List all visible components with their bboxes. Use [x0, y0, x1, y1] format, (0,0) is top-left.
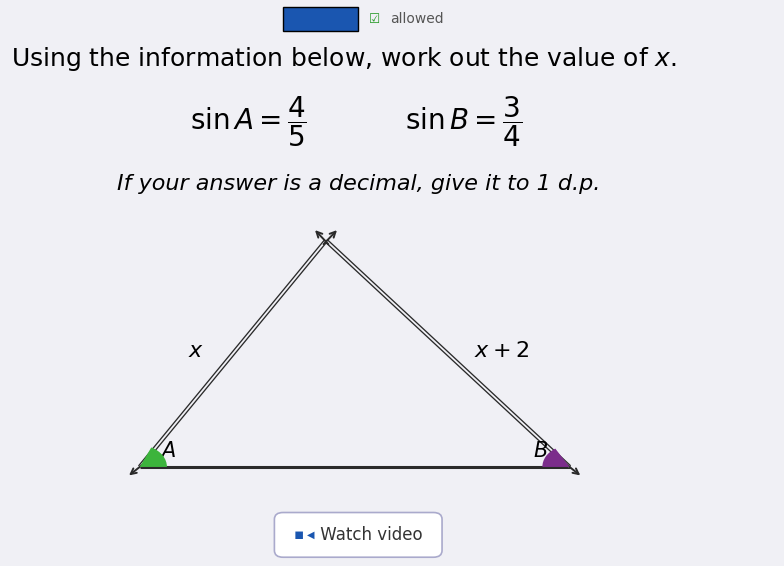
Text: Watch video: Watch video	[315, 526, 423, 544]
Text: $\sin B = \dfrac{3}{4}$: $\sin B = \dfrac{3}{4}$	[405, 95, 522, 149]
Text: ☑: ☑	[369, 13, 380, 25]
Text: ▪: ▪	[293, 528, 304, 542]
Text: $\sin A = \dfrac{4}{5}$: $\sin A = \dfrac{4}{5}$	[190, 95, 307, 149]
Wedge shape	[140, 448, 167, 467]
Wedge shape	[543, 449, 569, 467]
Text: $B$: $B$	[533, 441, 549, 461]
FancyBboxPatch shape	[274, 513, 442, 557]
Text: $x+2$: $x+2$	[474, 341, 529, 361]
Text: allowed: allowed	[390, 12, 444, 26]
Text: If your answer is a decimal, give it to 1 d.p.: If your answer is a decimal, give it to …	[117, 174, 600, 194]
Text: Using the information below, work out the value of $x$.: Using the information below, work out th…	[11, 45, 677, 74]
Text: $x$: $x$	[187, 341, 204, 361]
FancyBboxPatch shape	[283, 7, 358, 31]
Text: ◀: ◀	[307, 530, 314, 540]
Text: $A$: $A$	[161, 441, 176, 461]
